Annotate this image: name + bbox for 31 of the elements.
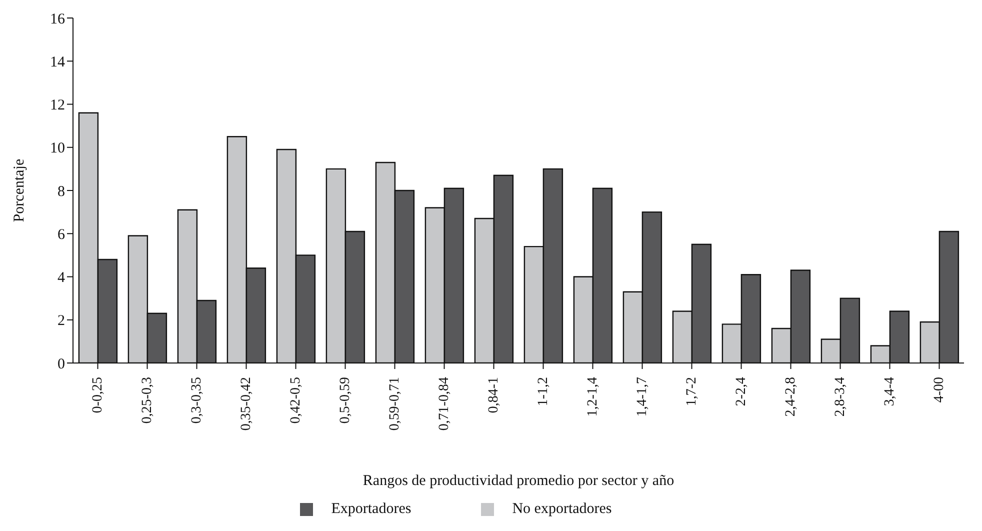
x-tick-label: 0-0,25 <box>90 377 106 414</box>
x-tick-label: 1,2-1,4 <box>585 377 600 417</box>
y-tick-label: 6 <box>58 226 66 243</box>
y-tick-label: 16 <box>50 11 66 28</box>
x-tick-label: 0,59-0,71 <box>387 377 402 431</box>
y-tick-label: 4 <box>58 270 66 286</box>
x-tick-label: 2,8-3,4 <box>832 377 848 417</box>
x-tick-label: 2,4-2,8 <box>783 377 798 417</box>
x-tick-label: 0,5-0,59 <box>338 377 353 424</box>
x-tick-label: 1,7-2 <box>684 377 700 406</box>
legend-label: Exportadores <box>331 501 412 517</box>
x-tick-label: 0,71-0,84 <box>436 377 452 431</box>
x-tick-label: 3,4-4 <box>882 377 898 406</box>
y-tick-label: 2 <box>58 313 65 330</box>
x-tick-label: 0,25-0,3 <box>140 377 155 424</box>
x-axis-title: Rangos de productividad promedio por sector y año <box>362 473 674 489</box>
x-tick-label: 0,35-0,42 <box>238 377 254 431</box>
y-axis-title: Porcentaje <box>11 158 28 222</box>
x-tick-label: 4-00 <box>932 377 947 403</box>
y-tick-label: 14 <box>50 54 66 70</box>
y-tick-label: 12 <box>50 98 65 114</box>
y-tick-label: 8 <box>58 184 65 200</box>
x-tick-label: 2-2,4 <box>734 377 749 406</box>
y-tick-label: 10 <box>50 140 65 157</box>
legend-label: No exportadores <box>512 501 612 517</box>
x-tick-label: 0,84-1 <box>486 377 502 414</box>
x-tick-label: 1,4-1,7 <box>634 377 650 417</box>
x-tick-label: 0,42-0,5 <box>288 377 304 424</box>
y-tick-label: 0 <box>58 356 65 372</box>
x-tick-label: 1-1,2 <box>536 377 551 406</box>
x-tick-label: 0,3-0,35 <box>189 377 204 424</box>
